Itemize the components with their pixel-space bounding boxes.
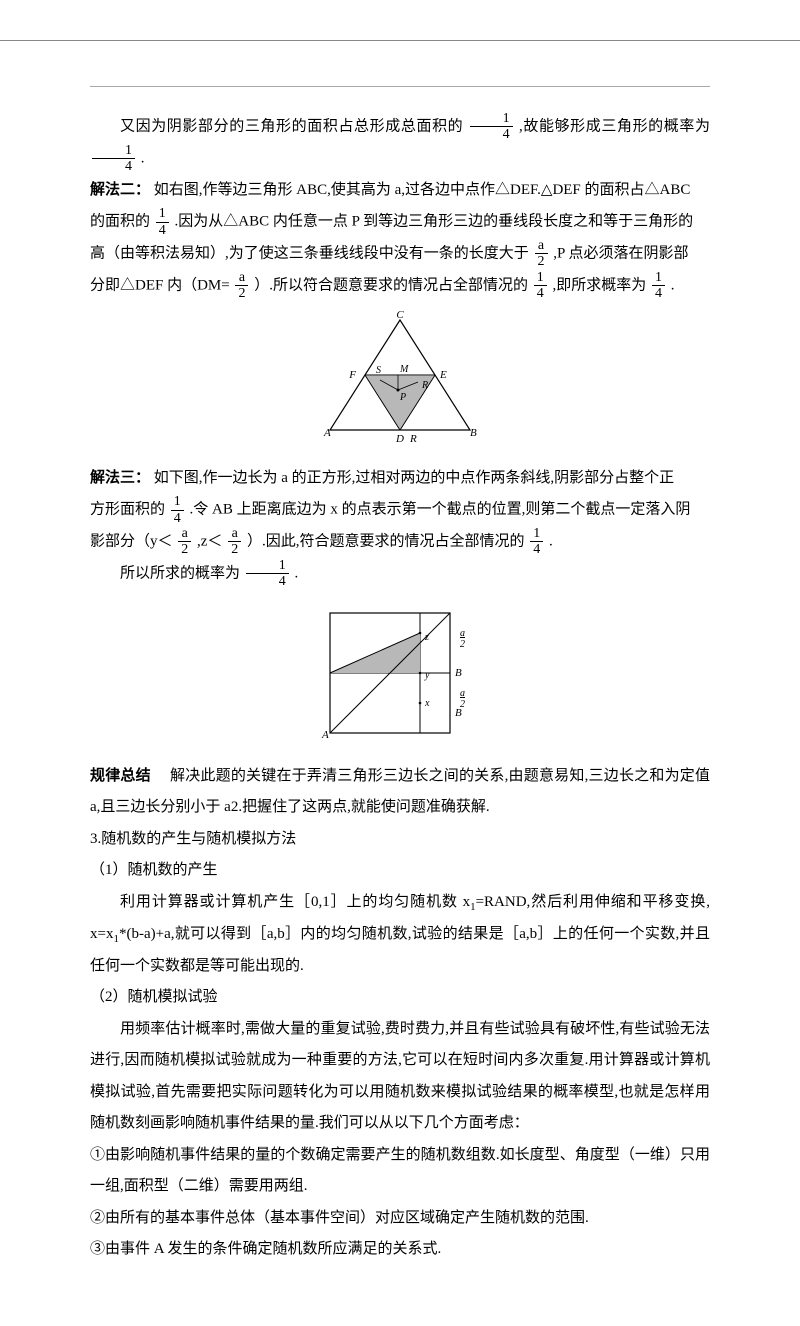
svg-text:B: B xyxy=(455,667,462,679)
para-1: 又因为阴影部分的三角形的面积占总形成总面积的 14 ,故能够形成三角形的概率为 … xyxy=(90,111,710,175)
svg-text:z: z xyxy=(424,632,429,643)
sec3-p2: 用频率估计概率时,需做大量的重复试验,费时费力,并且有些试验具有破坏性,有些试验… xyxy=(90,1014,710,1140)
figure-triangle: C A B F E D R S R M P xyxy=(90,310,710,455)
method2-label: 解法二： xyxy=(90,182,150,198)
method3-line4: 所以所求的概率为 14 . xyxy=(90,558,710,590)
sec3-li1: ①由影响随机事件结果的量的个数确定需要产生的随机数组数.如长度型、角度型（一维）… xyxy=(90,1140,710,1203)
sec3-p1: 利用计算器或计算机产生［0,1］上的均匀随机数 x1=RAND,然后利用伸缩和平… xyxy=(90,887,710,983)
figure-square: A B B x y z a 2 a 2 xyxy=(90,598,710,753)
frac-a-2: a2 xyxy=(235,270,248,302)
svg-text:F: F xyxy=(348,369,356,381)
method2-line1: 解法二： 如右图,作等边三角形 ABC,使其高为 a,过各边中点作△DEF.△D… xyxy=(90,175,710,207)
summary-label: 规律总结 xyxy=(90,768,151,784)
svg-text:2: 2 xyxy=(460,699,465,710)
svg-text:M: M xyxy=(399,364,409,375)
svg-text:R: R xyxy=(421,380,428,391)
svg-text:P: P xyxy=(399,392,406,403)
svg-text:a: a xyxy=(460,688,465,699)
frac-a-2: a2 xyxy=(228,526,241,558)
svg-text:B: B xyxy=(470,427,477,439)
frac-1-4: 14 xyxy=(246,558,289,590)
svg-text:D: D xyxy=(395,433,404,445)
frac-1-4: 14 xyxy=(92,143,135,175)
svg-text:C: C xyxy=(396,310,404,321)
frac-1-4: 14 xyxy=(156,206,169,238)
method3-label: 解法三： xyxy=(90,470,150,486)
frac-1-4: 14 xyxy=(652,270,665,302)
sec3-li2: ②由所有的基本事件总体（基本事件空间）对应区域确定产生随机数的范围. xyxy=(90,1203,710,1235)
svg-text:a: a xyxy=(460,628,465,639)
svg-text:E: E xyxy=(439,369,447,381)
method3-line3: 影部分（y＜ a2 ,z＜ a2 ）.因此,符合题意要求的情况占全部情况的 14… xyxy=(90,526,710,558)
sec3-title: 3.随机数的产生与随机模拟方法 xyxy=(90,824,710,856)
sec3-sub2: （2）随机模拟试验 xyxy=(90,982,710,1014)
svg-text:A: A xyxy=(321,729,329,741)
svg-text:R: R xyxy=(409,433,417,445)
svg-text:2: 2 xyxy=(460,639,465,650)
method3-line2: 方形面积的 14 .令 AB 上距离底边为 x 的点表示第一个截点的位置,则第二… xyxy=(90,494,710,526)
frac-1-4: 14 xyxy=(530,526,543,558)
frac-a-2: a2 xyxy=(178,526,191,558)
frac-1-4: 14 xyxy=(470,111,513,143)
sec3-sub1: （1）随机数的产生 xyxy=(90,855,710,887)
sec3-li3: ③由事件 A 发生的条件确定随机数所应满足的关系式. xyxy=(90,1234,710,1266)
svg-text:x: x xyxy=(424,698,430,709)
frac-1-4: 14 xyxy=(534,270,547,302)
document-page: 又因为阴影部分的三角形的面积占总形成总面积的 14 ,故能够形成三角形的概率为 … xyxy=(0,40,800,1326)
method2-line3: 高（由等积法易知）,为了使这三条垂线线段中没有一条的长度大于 a2 ,P 点必须… xyxy=(90,238,710,270)
frac-1-4: 14 xyxy=(171,494,184,526)
method2-line4: 分即△DEF 内（DM= a2 ）.所以符合题意要求的情况占全部情况的 14 ,… xyxy=(90,270,710,302)
svg-text:S: S xyxy=(376,365,381,376)
summary: 规律总结 解决此题的关键在于弄清三角形三边长之间的关系,由题意易知,三边长之和为… xyxy=(90,761,710,824)
svg-text:y: y xyxy=(424,670,430,681)
frac-a-2: a2 xyxy=(535,238,548,270)
method2-line2: 的面积的 14 .因为从△ABC 内任意一点 P 到等边三角形三边的垂线段长度之… xyxy=(90,206,710,238)
method3-line1: 解法三： 如下图,作一边长为 a 的正方形,过相对两边的中点作两条斜线,阴影部分… xyxy=(90,463,710,495)
svg-text:A: A xyxy=(323,427,331,439)
